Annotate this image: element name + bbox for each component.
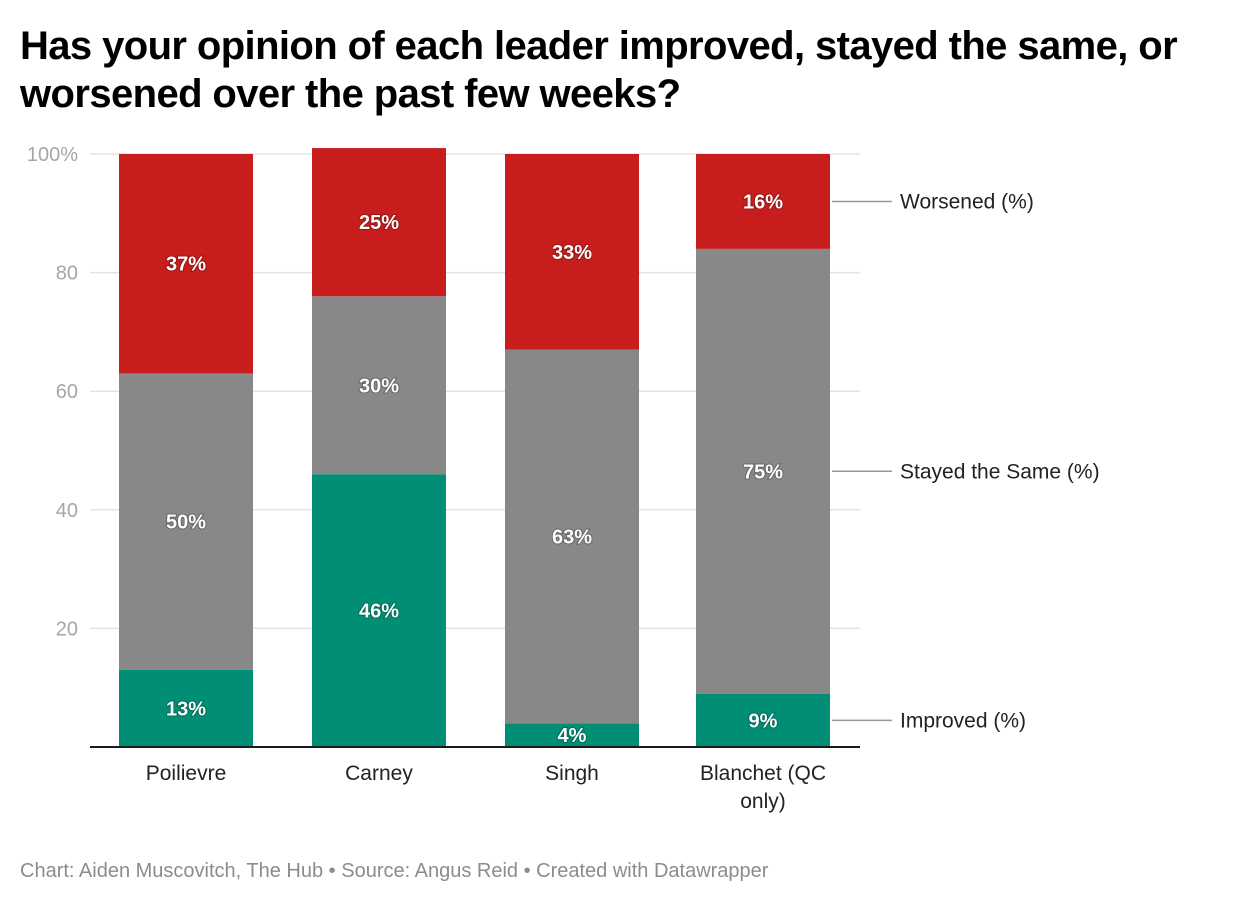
- bar-segment-improved: [505, 723, 639, 747]
- x-tick-label: Poilievre: [146, 762, 227, 785]
- value-label: 25%: [359, 212, 399, 234]
- chart-footer: Chart: Aiden Muscovitch, The Hub • Sourc…: [20, 860, 769, 882]
- value-label: 4%: [558, 725, 587, 747]
- x-tick-label: Singh: [545, 762, 599, 785]
- value-label: 9%: [749, 710, 778, 732]
- y-tick-label: 100%: [27, 144, 78, 166]
- y-tick-label: 20: [56, 618, 78, 640]
- bar-segment-improved: [312, 474, 446, 747]
- bar-segment-improved: [119, 669, 253, 747]
- bar-segment-worsened: [312, 148, 446, 297]
- bar-segment-stayed-the-same: [696, 248, 830, 694]
- x-tick-label: only): [740, 790, 786, 813]
- y-tick-label: 60: [56, 381, 78, 403]
- bar-segment-worsened: [505, 154, 639, 350]
- value-label: 46%: [359, 601, 399, 623]
- bar-segment-worsened: [696, 154, 830, 249]
- bar-segment-worsened: [119, 154, 253, 374]
- value-label: 30%: [359, 375, 399, 397]
- value-label: 16%: [743, 191, 783, 213]
- value-label: 37%: [166, 254, 206, 276]
- bars: [119, 148, 830, 747]
- legend-label: Stayed the Same (%): [900, 460, 1100, 483]
- value-label: 13%: [166, 698, 206, 720]
- x-tick-label: Carney: [345, 762, 413, 785]
- legend: Improved (%) Stayed the Same (%) Worsened …: [832, 190, 1100, 732]
- y-tick-label: 80: [56, 263, 78, 285]
- x-tick-label: Blanchet (QC: [700, 762, 826, 785]
- legend-label: Worsened (%): [900, 190, 1034, 213]
- bar-segment-stayed-the-same: [312, 296, 446, 475]
- value-label: 50%: [166, 512, 206, 534]
- axes: 20 40 60 80 100% Poilievre Carney Singh Blanchet…: [27, 144, 860, 813]
- value-label: 63%: [552, 526, 592, 548]
- y-tick-label: 40: [56, 500, 78, 522]
- legend-label: Improved (%): [900, 709, 1026, 732]
- bar-segment-stayed-the-same: [119, 373, 253, 670]
- value-label: 33%: [552, 242, 592, 264]
- chart-title: Has your opinion of each leader improved…: [20, 24, 1178, 116]
- bar-segment-improved: [696, 693, 830, 747]
- bar-segment-stayed-the-same: [505, 349, 639, 724]
- value-label: 75%: [743, 461, 783, 483]
- value-labels: 13% 50% 37% 46% 30% 25% 4% 63% 33% 9% 75% 16%: [165, 190, 784, 748]
